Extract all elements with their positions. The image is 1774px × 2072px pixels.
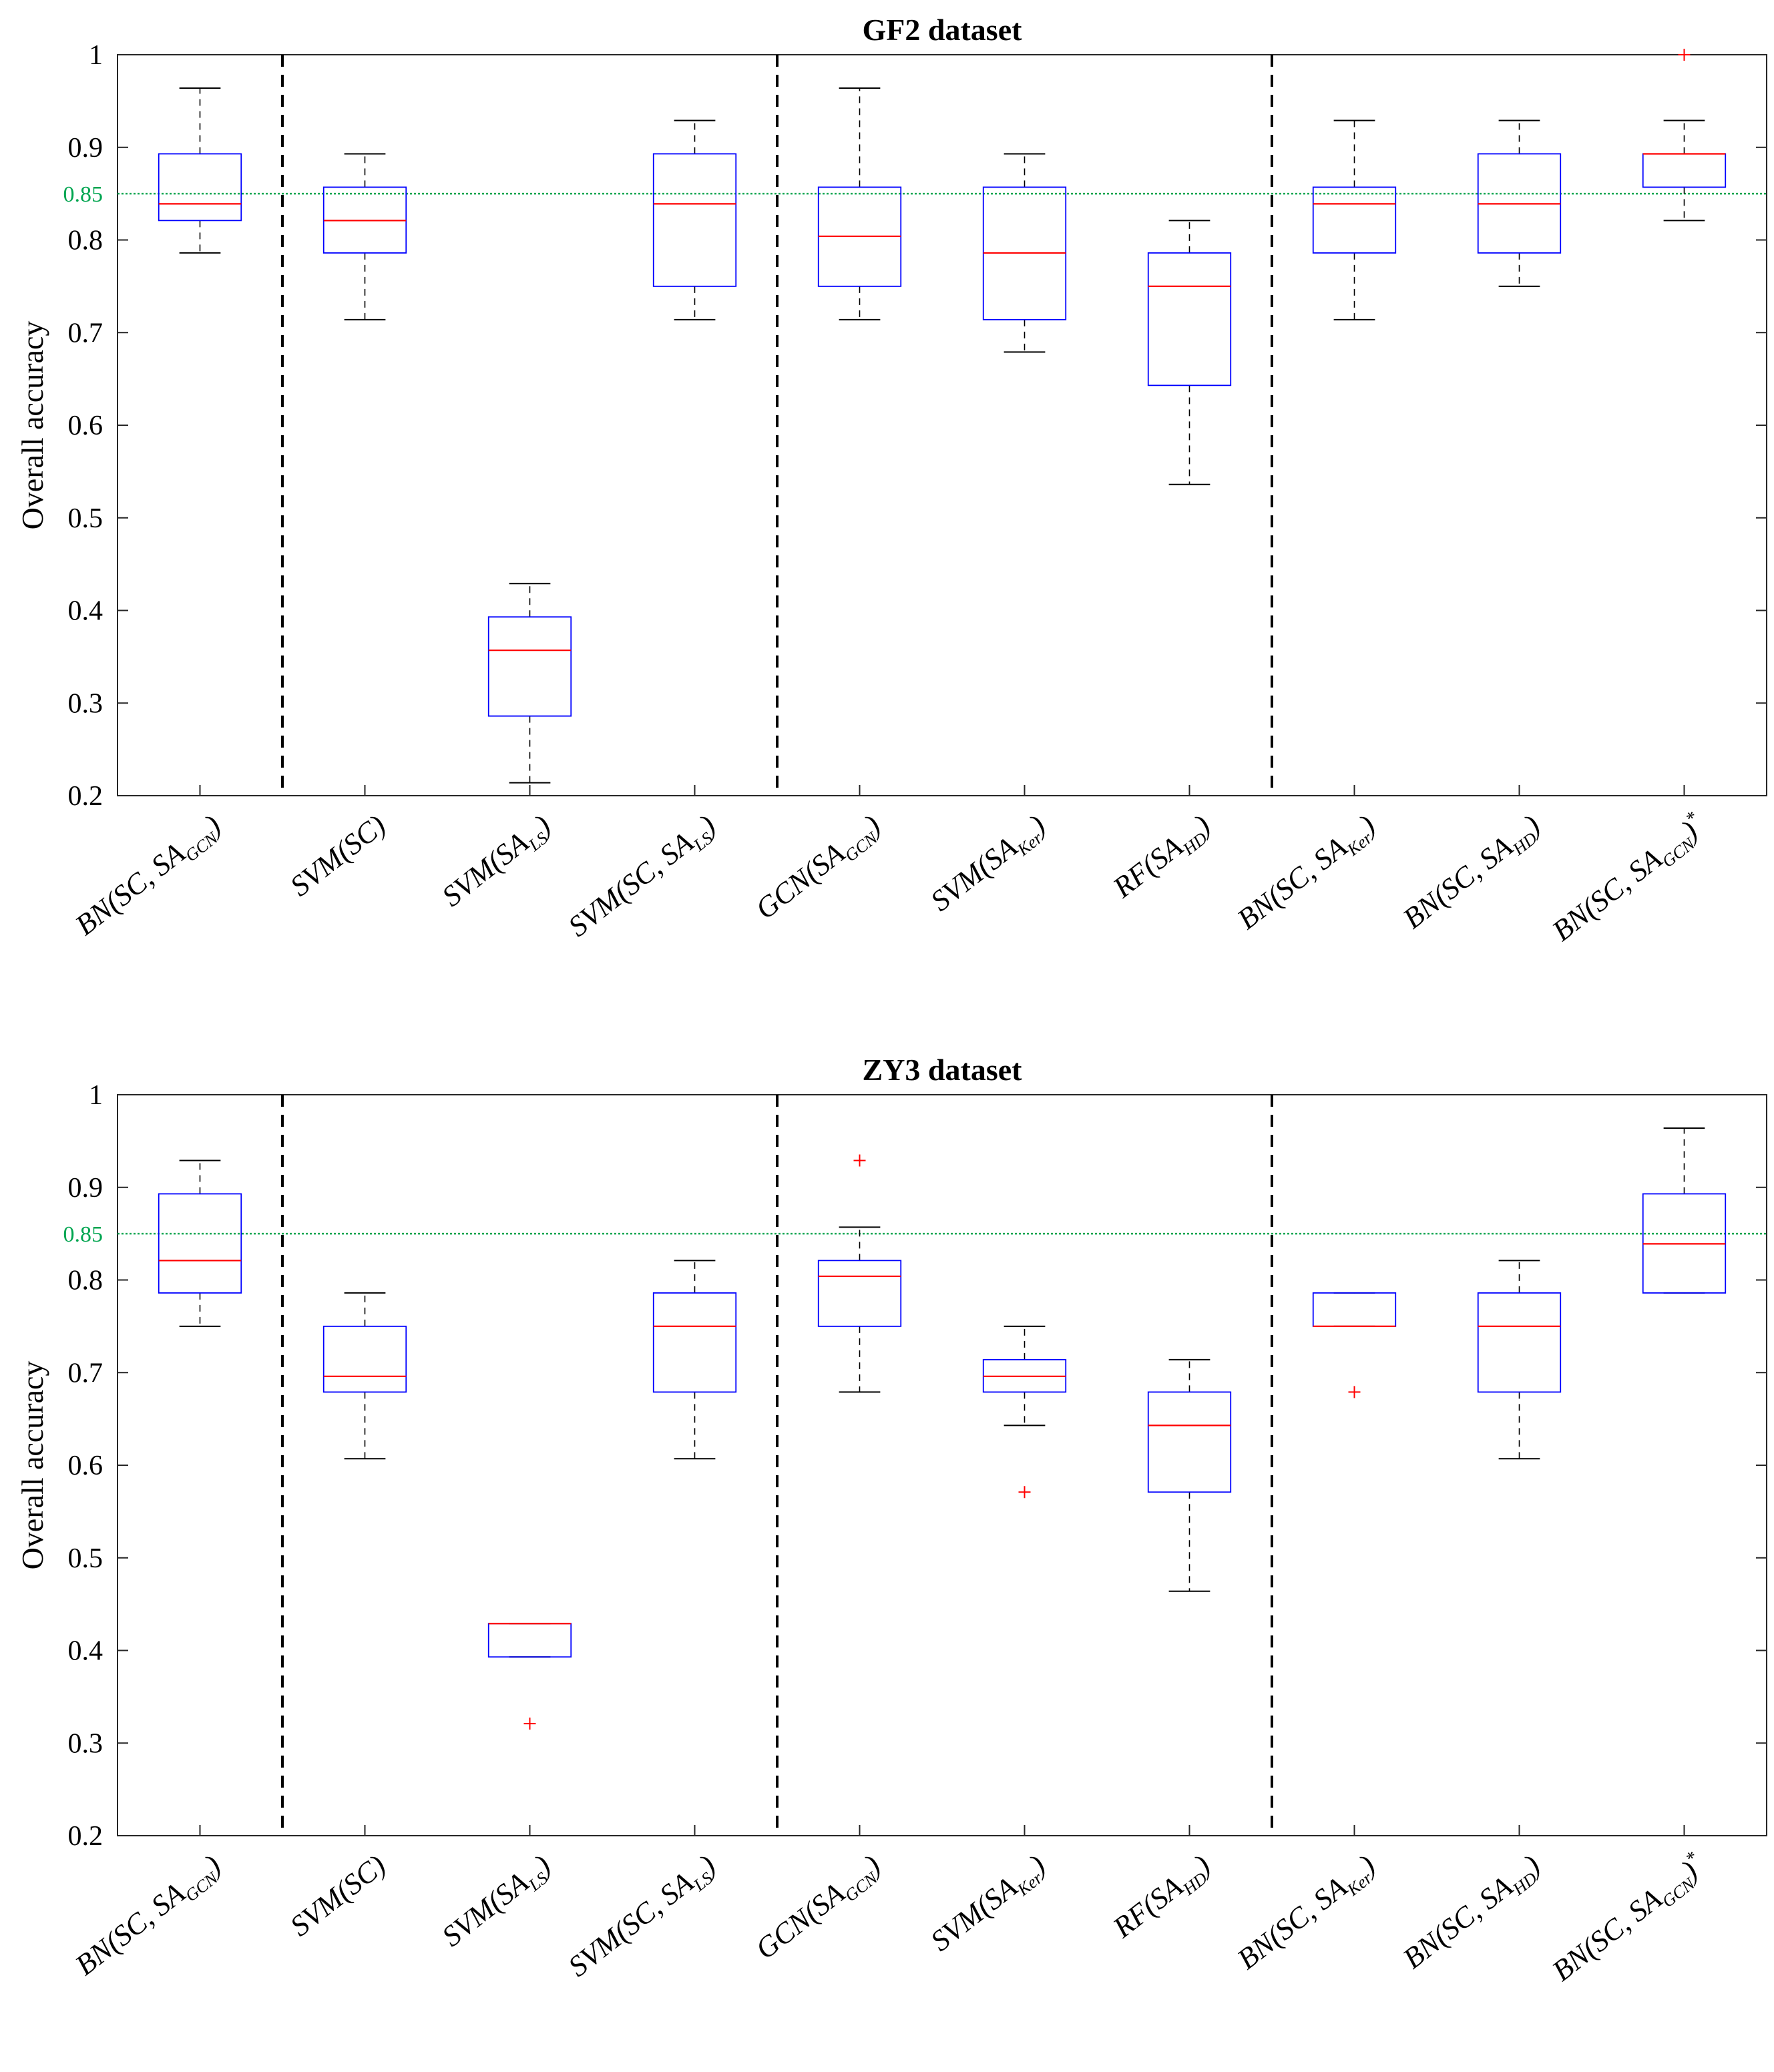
outlier-marker — [523, 1718, 536, 1730]
y-tick-label: 0.6 — [68, 1451, 103, 1481]
iqr-box — [652, 153, 737, 287]
box-2 — [322, 1292, 407, 1460]
y-tick-label: 1 — [89, 1080, 103, 1111]
box-3 — [487, 583, 572, 784]
iqr-box — [158, 153, 242, 222]
box-8 — [1312, 1292, 1397, 1398]
chart-title: GF2 dataset — [863, 13, 1023, 47]
y-tick-label: 0.3 — [68, 1728, 103, 1759]
box-5 — [817, 87, 902, 320]
outlier-marker — [853, 1154, 866, 1167]
y-tick-label: 0.9 — [68, 1173, 103, 1204]
outlier-marker — [1018, 1486, 1031, 1499]
box-1 — [158, 1159, 242, 1327]
outlier-marker — [1348, 1386, 1361, 1398]
y-tick-label: 0.5 — [68, 1543, 103, 1574]
box-8 — [1312, 119, 1397, 320]
box-3 — [487, 1623, 572, 1730]
reference-line-label: 0.85 — [63, 182, 103, 207]
y-tick-label: 0.3 — [68, 688, 103, 719]
y-tick-label: 0.7 — [68, 1358, 103, 1388]
y-tick-label: 0.4 — [68, 1636, 103, 1667]
box-4 — [652, 119, 737, 320]
box-9 — [1477, 119, 1562, 287]
iqr-box — [652, 1292, 737, 1393]
y-axis-label: Overall accuracy — [15, 321, 49, 530]
y-tick-label: 0.8 — [68, 226, 103, 256]
box-10 — [1642, 1127, 1727, 1294]
box-7 — [1147, 1358, 1232, 1592]
y-tick-label: 0.8 — [68, 1266, 103, 1296]
box-6 — [982, 153, 1067, 353]
box-9 — [1477, 1260, 1562, 1460]
iqr-box — [1477, 1292, 1562, 1393]
box-2 — [322, 153, 407, 320]
box-10 — [1642, 49, 1727, 222]
iqr-box — [487, 616, 572, 717]
box-1 — [158, 87, 242, 254]
iqr-box — [322, 1325, 407, 1393]
iqr-box — [817, 1260, 902, 1327]
y-tick-label: 0.2 — [68, 781, 103, 812]
box-5 — [817, 1154, 902, 1393]
iqr-box — [1312, 186, 1397, 254]
y-tick-label: 1 — [89, 40, 103, 71]
box-6 — [982, 1325, 1067, 1499]
iqr-box — [1147, 252, 1232, 386]
outlier-marker — [1678, 49, 1691, 61]
chart-title: ZY3 dataset — [863, 1053, 1023, 1087]
iqr-box — [1147, 1391, 1232, 1493]
y-tick-label: 0.7 — [68, 318, 103, 348]
y-tick-label: 0.5 — [68, 503, 103, 534]
y-tick-label: 0.4 — [68, 596, 103, 627]
y-tick-label: 0.6 — [68, 411, 103, 441]
reference-line-label: 0.85 — [63, 1222, 103, 1247]
y-axis-label: Overall accuracy — [15, 1361, 49, 1570]
box-7 — [1147, 220, 1232, 485]
box-4 — [652, 1260, 737, 1460]
y-tick-label: 0.9 — [68, 133, 103, 164]
y-tick-label: 0.2 — [68, 1821, 103, 1852]
iqr-box — [158, 1193, 242, 1294]
